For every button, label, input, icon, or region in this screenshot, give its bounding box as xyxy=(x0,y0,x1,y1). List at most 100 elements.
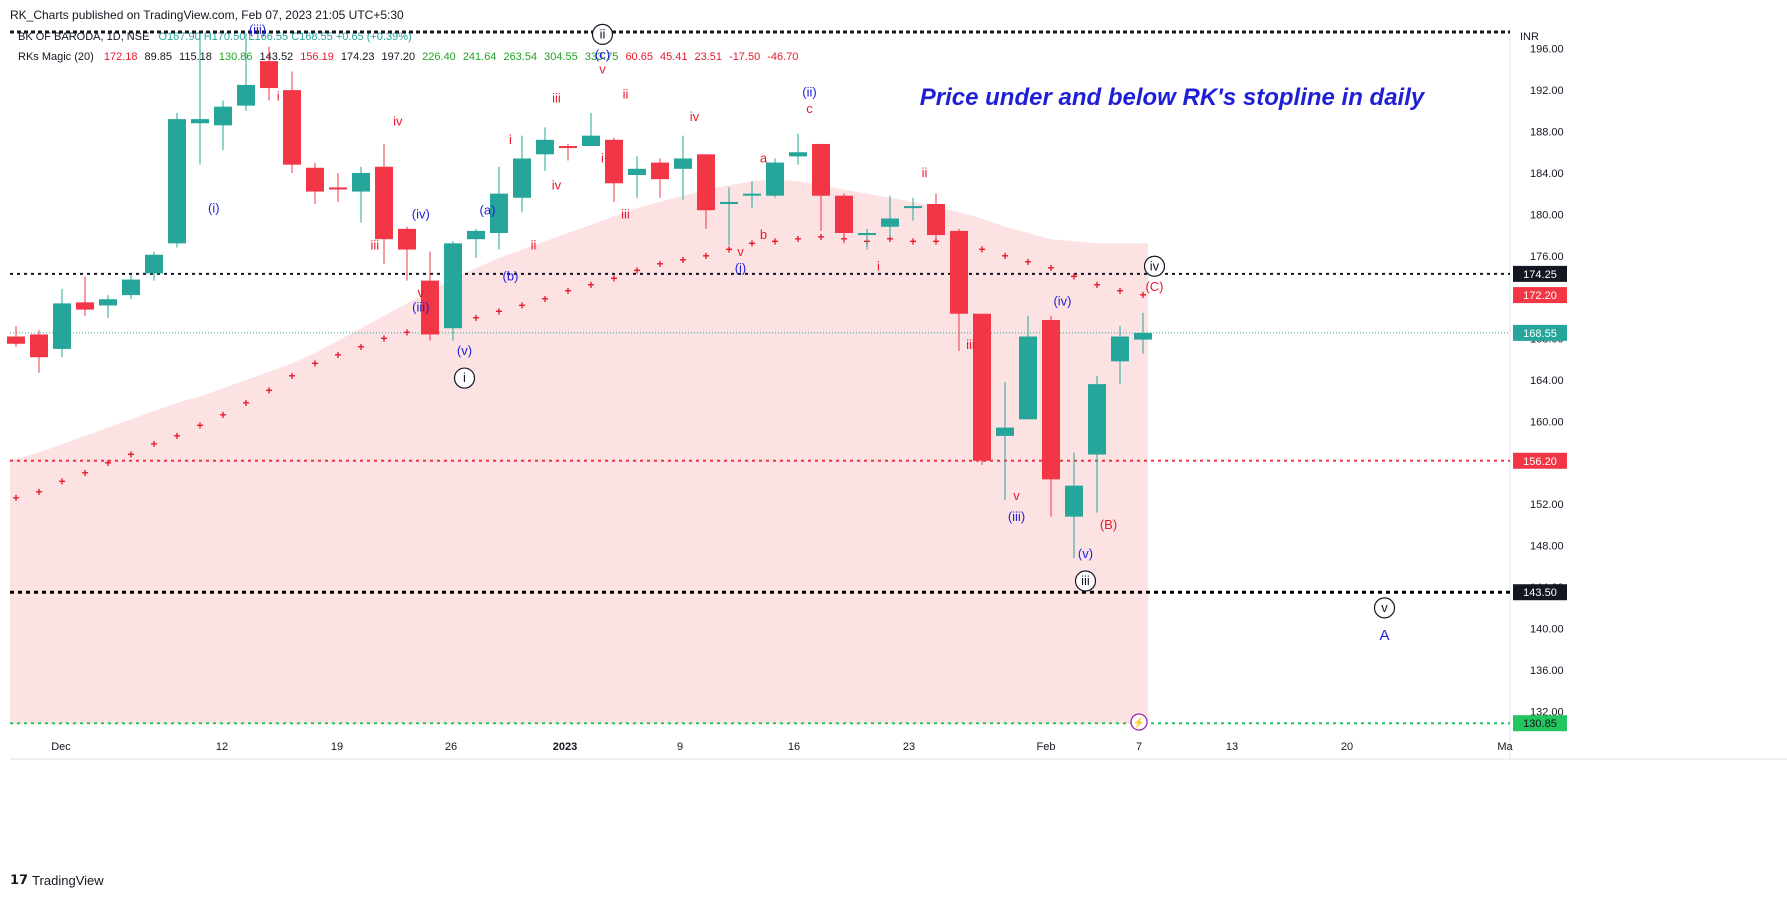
candle-body[interactable] xyxy=(835,195,853,233)
candle-body[interactable] xyxy=(651,162,669,180)
y-tick-label: 184.00 xyxy=(1530,168,1564,180)
indicator-name[interactable]: RKs Magic (20) xyxy=(18,51,94,63)
candle-body[interactable] xyxy=(467,230,485,240)
indicator-value: 174.23 xyxy=(340,51,375,63)
candle-body[interactable] xyxy=(743,193,761,196)
x-tick-label: 2023 xyxy=(553,741,577,753)
candle-body[interactable] xyxy=(1111,336,1129,362)
stopline-marker: + xyxy=(518,298,525,312)
symbol-name[interactable]: BK OF BARODA, 1D, NSE xyxy=(18,31,150,43)
x-tick-label: 20 xyxy=(1341,741,1353,753)
wave-label: iii xyxy=(966,337,975,352)
stopline-marker: + xyxy=(472,311,479,325)
candle-body[interactable] xyxy=(628,168,646,176)
stopline-marker: + xyxy=(104,456,111,470)
price-label-text: 172.20 xyxy=(1523,290,1557,302)
candle-body[interactable] xyxy=(1065,485,1083,517)
indicator-value: 130.86 xyxy=(218,51,253,63)
stopline-marker: + xyxy=(495,305,502,319)
stopline-marker: + xyxy=(1070,269,1077,283)
candle-body[interactable] xyxy=(789,152,807,157)
stopline-marker: + xyxy=(725,243,732,257)
candle-body[interactable] xyxy=(950,230,968,314)
candle-body[interactable] xyxy=(973,313,991,461)
wave-label: (C) xyxy=(1145,279,1163,294)
wave-circle xyxy=(591,23,614,45)
stopline-marker: + xyxy=(127,448,134,462)
candle-body[interactable] xyxy=(76,302,94,310)
candle-body[interactable] xyxy=(283,90,301,165)
stopline-marker: + xyxy=(311,356,318,370)
candle-body[interactable] xyxy=(697,154,715,211)
candle-body[interactable] xyxy=(513,158,531,198)
rk-band-area xyxy=(10,179,1148,724)
candle-body[interactable] xyxy=(766,162,784,196)
candle-body[interactable] xyxy=(1019,336,1037,420)
candle-body[interactable] xyxy=(352,172,370,192)
candle-body[interactable] xyxy=(674,158,692,169)
candle-body[interactable] xyxy=(99,299,117,306)
candle-body[interactable] xyxy=(536,139,554,155)
candle-body[interactable] xyxy=(145,254,163,274)
indicator-values: 172.18 89.85 115.18 130.86 143.52 156.19 174.2… xyxy=(104,51,806,63)
candle-body[interactable] xyxy=(927,204,945,236)
event-marker-icon[interactable] xyxy=(1130,713,1148,731)
candle-body[interactable] xyxy=(444,243,462,329)
candle-body[interactable] xyxy=(904,206,922,209)
stopline-marker: + xyxy=(1139,288,1146,302)
stopline-marker: + xyxy=(817,230,824,244)
candle-body[interactable] xyxy=(881,218,899,227)
stopline-marker: + xyxy=(35,485,42,499)
stopline-marker: + xyxy=(380,332,387,346)
candle-body[interactable] xyxy=(7,336,25,344)
stopline-marker: + xyxy=(541,292,548,306)
candle-body[interactable] xyxy=(421,280,439,335)
stopline-marker: + xyxy=(81,466,88,480)
wave-label: ii xyxy=(600,26,606,41)
candle-body[interactable] xyxy=(214,106,232,126)
stopline-marker: + xyxy=(1024,255,1031,269)
candle-body[interactable] xyxy=(53,303,71,349)
footer-brand[interactable]: TradingView xyxy=(32,872,104,888)
candle-body[interactable] xyxy=(1134,332,1152,340)
chart-title[interactable]: Price under and below RK's stopline in d… xyxy=(920,84,1426,111)
stopline-marker: + xyxy=(1116,284,1123,298)
x-tick-label: 13 xyxy=(1226,741,1238,753)
candle-body[interactable] xyxy=(398,228,416,250)
price-label-text: 174.25 xyxy=(1523,269,1557,281)
candle-body[interactable] xyxy=(191,119,209,124)
wave-label: b xyxy=(760,227,767,242)
wave-label: ii xyxy=(922,165,928,180)
wave-label: i xyxy=(877,258,880,273)
stopline-marker: + xyxy=(173,429,180,443)
indicator-value: -17.50 xyxy=(729,51,761,63)
indicator-value: 45.41 xyxy=(659,51,688,63)
candle-body[interactable] xyxy=(306,167,324,192)
candle-body[interactable] xyxy=(559,146,577,149)
candle-body[interactable] xyxy=(490,193,508,233)
candle-body[interactable] xyxy=(375,166,393,240)
candle-body[interactable] xyxy=(582,135,600,147)
wave-circle xyxy=(1373,597,1396,619)
indicator-value: 115.18 xyxy=(179,51,212,63)
x-tick-label: 12 xyxy=(216,741,228,753)
candle-body[interactable] xyxy=(720,201,738,204)
stopline-marker: + xyxy=(12,491,19,505)
candle-body[interactable] xyxy=(1042,319,1060,480)
stopline-marker: + xyxy=(610,272,617,286)
tradingview-logo-icon[interactable]: 𝟭𝟳 xyxy=(10,872,29,887)
candle-body[interactable] xyxy=(30,334,48,358)
wave-label: (ii) xyxy=(802,84,816,99)
candle-body[interactable] xyxy=(168,119,186,244)
candle-body[interactable] xyxy=(122,279,140,296)
footer: 𝟭𝟳 TradingView xyxy=(10,872,104,888)
candle-body[interactable] xyxy=(812,143,830,196)
candle-body[interactable] xyxy=(605,139,623,184)
candle-body[interactable] xyxy=(260,61,278,89)
candle-body[interactable] xyxy=(858,232,876,236)
candle-body[interactable] xyxy=(1088,384,1106,455)
candle-body[interactable] xyxy=(237,84,255,106)
candle-body[interactable] xyxy=(996,427,1014,436)
candle-body[interactable] xyxy=(329,187,347,190)
